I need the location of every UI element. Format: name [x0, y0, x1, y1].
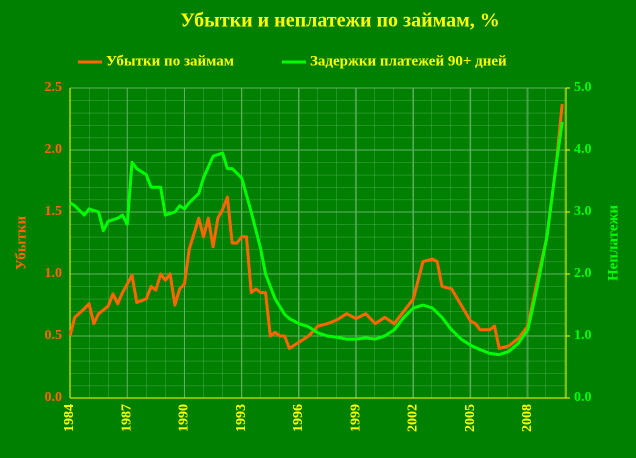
- x-tick-label: 1984: [62, 404, 77, 432]
- chart-title: Убытки и неплатежи по займам, %: [180, 10, 499, 32]
- legend-label: Задержки платежей 90+ дней: [310, 53, 507, 69]
- x-tick-label: 2005: [463, 404, 478, 432]
- x-tick-label: 1987: [119, 404, 134, 432]
- series-line: [68, 103, 564, 350]
- y2-tick-label: 5.0: [574, 80, 592, 95]
- x-tick-label: 2002: [406, 404, 421, 432]
- y2-tick-label: 3.0: [574, 204, 592, 219]
- y2-tick-label: 0.0: [574, 390, 592, 405]
- y-tick-label: 1.5: [45, 204, 63, 219]
- y-tick-label: 1.0: [45, 266, 63, 281]
- plot-area: [70, 88, 566, 398]
- x-tick-label: 2008: [520, 404, 535, 432]
- y2-tick-label: 1.0: [574, 328, 592, 343]
- y-tick-label: 2.5: [45, 80, 63, 95]
- x-tick-label: 1996: [291, 404, 306, 432]
- x-tick-label: 1999: [348, 404, 363, 432]
- y-axis-label: Убытки: [13, 215, 29, 270]
- x-tick-label: 1993: [234, 404, 249, 432]
- y-tick-label: 2.0: [45, 142, 63, 157]
- y-tick-label: 0.5: [45, 328, 63, 343]
- y2-tick-label: 4.0: [574, 142, 592, 157]
- y2-tick-label: 2.0: [574, 266, 592, 281]
- legend-label: Убытки по займам: [106, 53, 234, 69]
- y2-axis-label: Неплатежи: [605, 205, 621, 281]
- series-line: [69, 121, 564, 357]
- y-tick-label: 0.0: [45, 390, 63, 405]
- x-tick-label: 1990: [177, 404, 192, 432]
